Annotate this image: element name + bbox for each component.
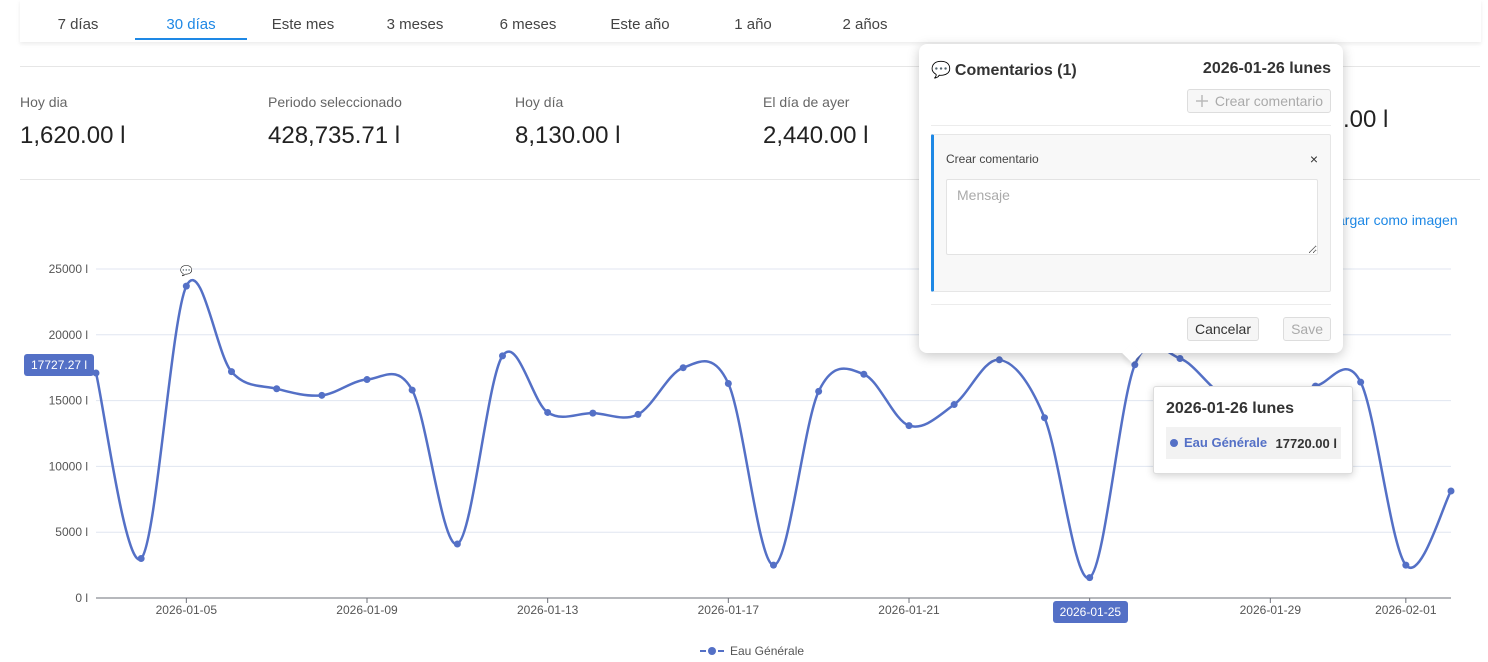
x-tick-label: 2026-01-13 bbox=[517, 603, 579, 617]
stat-today: Hoy dia 1,620.00 l bbox=[20, 94, 125, 150]
comment-form-title: Crear comentario bbox=[946, 152, 1039, 166]
x-tick-label: 2026-01-05 bbox=[156, 603, 218, 617]
x-tick-label: 2026-01-21 bbox=[878, 603, 940, 617]
data-point bbox=[905, 422, 913, 430]
divider bbox=[931, 125, 1331, 126]
data-point bbox=[1086, 574, 1094, 582]
data-point bbox=[137, 555, 145, 563]
data-point bbox=[1176, 354, 1184, 362]
stat-value: 428,735.71 l bbox=[268, 122, 401, 149]
data-point bbox=[634, 410, 642, 418]
divider bbox=[931, 304, 1331, 305]
period-tabs: 7 días 30 días Este mes 3 meses 6 meses … bbox=[20, 0, 1481, 42]
data-point bbox=[408, 386, 416, 394]
tooltip-series-name: Eau Générale bbox=[1184, 435, 1268, 450]
stat-value: 2,440.00 l bbox=[763, 122, 869, 149]
stat-label: Periodo seleccionado bbox=[268, 94, 402, 110]
download-as-image-link[interactable]: cargar como imagen bbox=[1330, 212, 1458, 228]
data-point bbox=[1447, 487, 1455, 495]
data-point bbox=[950, 401, 958, 409]
save-button[interactable]: Save bbox=[1283, 317, 1331, 341]
y-tick-label: 15000 l bbox=[49, 394, 88, 408]
data-point bbox=[544, 408, 552, 416]
cancel-button[interactable]: Cancelar bbox=[1186, 317, 1259, 341]
axis-pointer-x-label: 2026-01-25 bbox=[1052, 601, 1129, 623]
data-point bbox=[499, 352, 506, 360]
create-comment-label: Crear comentario bbox=[1214, 93, 1323, 109]
tab-30-days[interactable]: 30 días bbox=[135, 16, 247, 40]
message-input[interactable] bbox=[946, 179, 1318, 255]
close-icon[interactable]: × bbox=[1309, 151, 1318, 167]
x-tick-label: 2026-01-17 bbox=[698, 603, 760, 617]
stat-label: Hoy dia bbox=[20, 94, 68, 110]
divider bbox=[20, 66, 1480, 67]
data-point bbox=[770, 561, 777, 569]
data-point bbox=[995, 356, 1003, 364]
data-point bbox=[815, 387, 823, 395]
tab-this-year[interactable]: Este año bbox=[610, 16, 670, 33]
stat-selected-period: Periodo seleccionado 428,735.71 l bbox=[268, 94, 402, 150]
divider bbox=[20, 179, 1480, 180]
comment-form: Crear comentario × bbox=[931, 134, 1331, 292]
comments-title: 💬 Comentarios (1) bbox=[931, 60, 1077, 80]
stat-value: .00 l bbox=[1343, 106, 1389, 133]
y-tick-label: 20000 l bbox=[49, 328, 88, 342]
data-point bbox=[1357, 378, 1365, 386]
data-point bbox=[363, 376, 371, 384]
legend-label: Eau Générale bbox=[730, 644, 804, 658]
data-point bbox=[1131, 361, 1139, 369]
stat-label: Hoy día bbox=[515, 94, 564, 110]
data-point bbox=[318, 391, 326, 399]
stat-value: 1,620.00 l bbox=[20, 122, 126, 149]
stat-yesterday: El día de ayer 2,440.00 l bbox=[763, 94, 868, 150]
data-point bbox=[724, 379, 732, 387]
data-point bbox=[1402, 561, 1410, 569]
tab-3-months[interactable]: 3 meses bbox=[386, 16, 444, 33]
tooltip-row: Eau Générale 17720.00 l bbox=[1166, 427, 1341, 459]
tab-7-days[interactable]: 7 días bbox=[57, 16, 99, 33]
create-comment-button[interactable]: Crear comentario bbox=[1186, 89, 1331, 113]
x-tick-label: 2026-02-01 bbox=[1375, 603, 1437, 617]
comments-title-text: Comentarios (1) bbox=[954, 62, 1077, 79]
speech-bubble-icon: 💬 bbox=[180, 264, 193, 277]
y-tick-label: 10000 l bbox=[49, 459, 88, 473]
x-tick-label: 2026-01-29 bbox=[1240, 603, 1302, 617]
axis-pointer-y-label: 17727.27 l bbox=[24, 353, 95, 376]
stat-today-alt: Hoy día 8,130.00 l bbox=[515, 94, 620, 150]
tooltip-date: 2026-01-26 lunes bbox=[1166, 400, 1295, 417]
chart-tooltip: 2026-01-26 lunes Eau Générale 17720.00 l bbox=[1153, 386, 1353, 474]
data-point bbox=[453, 540, 461, 548]
plus-icon bbox=[1195, 95, 1208, 107]
legend-marker-icon bbox=[708, 647, 716, 655]
data-point bbox=[589, 409, 597, 417]
x-tick-label: 2026-01-09 bbox=[336, 603, 398, 617]
comments-date: 2026-01-26 lunes bbox=[1202, 60, 1331, 77]
y-tick-label: 25000 l bbox=[49, 262, 88, 276]
data-point bbox=[860, 370, 868, 378]
data-point bbox=[273, 385, 281, 393]
data-point bbox=[228, 368, 235, 376]
tooltip-value: 17720.00 l bbox=[1275, 436, 1337, 451]
y-tick-label: 0 l bbox=[75, 591, 88, 605]
tab-6-months[interactable]: 6 meses bbox=[499, 16, 557, 33]
data-point bbox=[1041, 414, 1048, 422]
stat-value: 8,130.00 l bbox=[515, 122, 621, 149]
stat-label: El día de ayer bbox=[763, 94, 850, 110]
data-point bbox=[92, 369, 100, 377]
series-dot-icon bbox=[1170, 439, 1178, 447]
y-tick-label: 5000 l bbox=[55, 525, 88, 539]
stat-partially-hidden: .00 l bbox=[1343, 94, 1388, 134]
comments-popover: 💬 Comentarios (1) 2026-01-26 lunes Crear … bbox=[919, 44, 1343, 363]
tab-2-years[interactable]: 2 años bbox=[842, 16, 888, 33]
data-point bbox=[182, 282, 190, 290]
tab-this-month[interactable]: Este mes bbox=[271, 16, 335, 33]
tab-1-year[interactable]: 1 año bbox=[734, 16, 772, 33]
speech-bubble-icon: 💬 bbox=[931, 62, 951, 79]
data-point bbox=[679, 364, 687, 372]
